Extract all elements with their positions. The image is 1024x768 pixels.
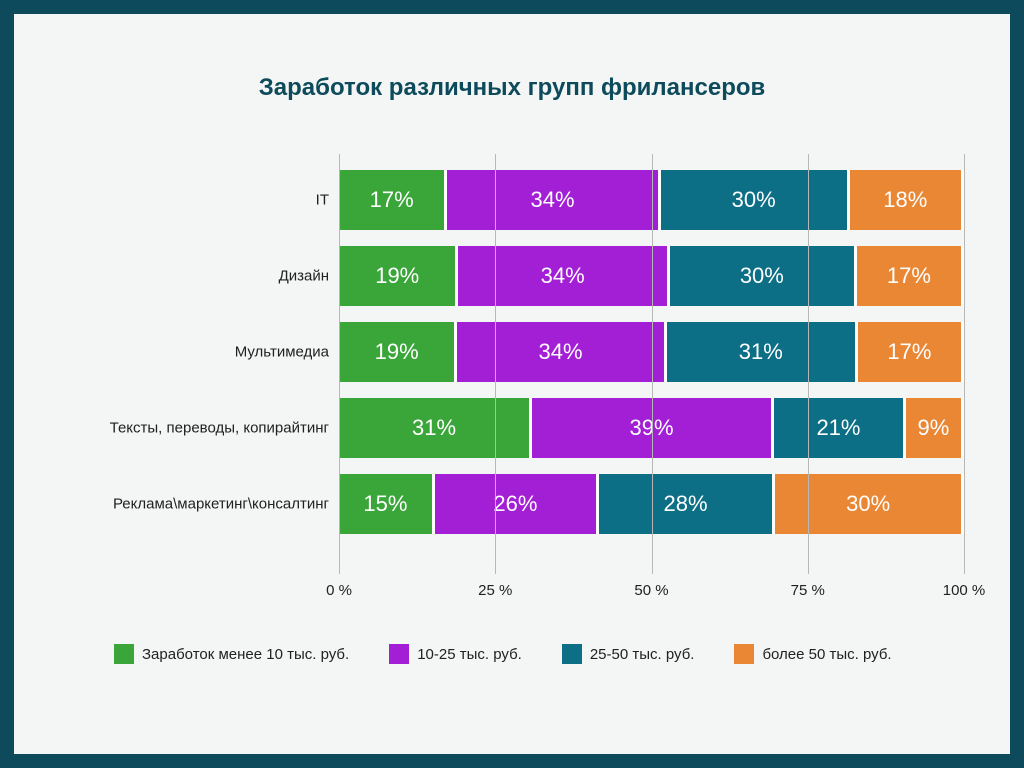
gridline: [964, 154, 965, 574]
bar-segments: 19%34%31%17%: [339, 322, 964, 382]
bar-segment: 18%: [850, 170, 964, 230]
bar-row: IT17%34%30%18%: [339, 170, 964, 230]
bar-segments: 17%34%30%18%: [339, 170, 964, 230]
bar-segment: 39%: [532, 398, 774, 458]
category-label: Тексты, переводы, копирайтинг: [110, 420, 339, 437]
bar-segment: 17%: [858, 322, 964, 382]
x-tick-label: 0 %: [326, 574, 352, 599]
legend-swatch: [114, 644, 134, 664]
legend-swatch: [389, 644, 409, 664]
x-tick-label: 25 %: [478, 574, 512, 599]
bar-segments: 19%34%30%17%: [339, 246, 964, 306]
x-tick-label: 50 %: [634, 574, 668, 599]
bar-segment: 19%: [339, 322, 457, 382]
category-label: Дизайн: [279, 268, 339, 285]
bar-segment: 9%: [906, 398, 964, 458]
bar-segment: 28%: [599, 474, 775, 534]
bar-segment: 21%: [774, 398, 906, 458]
legend-label: 25-50 тыс. руб.: [590, 646, 695, 663]
bar-segment: 17%: [857, 246, 964, 306]
bar-segment: 34%: [457, 322, 666, 382]
legend-label: 10-25 тыс. руб.: [417, 646, 522, 663]
legend-label: более 50 тыс. руб.: [762, 646, 891, 663]
bar-segment: 17%: [339, 170, 447, 230]
bar-segment: 31%: [667, 322, 858, 382]
bar-row: Мультимедиа19%34%31%17%: [339, 322, 964, 382]
legend-swatch: [562, 644, 582, 664]
category-label: Мультимедиа: [235, 344, 339, 361]
chart-canvas: Заработок различных групп фрилансеров 0 …: [14, 14, 1010, 754]
legend-swatch: [734, 644, 754, 664]
bar-segment: 15%: [339, 474, 435, 534]
plot-area: 0 %25 %50 %75 %100 %IT17%34%30%18%Дизайн…: [339, 154, 964, 574]
x-tick-label: 100 %: [943, 574, 986, 599]
bar-segment: 30%: [775, 474, 964, 534]
bar-row: Тексты, переводы, копирайтинг31%39%21%9%: [339, 398, 964, 458]
legend: Заработок менее 10 тыс. руб. 10-25 тыс. р…: [114, 644, 932, 664]
outer-frame: Заработок различных групп фрилансеров 0 …: [0, 0, 1024, 768]
category-label: Реклама\маркетинг\консалтинг: [113, 496, 339, 513]
bar-row: Реклама\маркетинг\консалтинг15%26%28%30%: [339, 474, 964, 534]
bar-segment: 34%: [458, 246, 669, 306]
bar-segment: 26%: [435, 474, 599, 534]
bar-segment: 30%: [670, 246, 857, 306]
x-tick-label: 75 %: [791, 574, 825, 599]
legend-label: Заработок менее 10 тыс. руб.: [142, 646, 349, 663]
category-label: IT: [316, 192, 339, 209]
bar-segment: 31%: [339, 398, 532, 458]
bar-segments: 15%26%28%30%: [339, 474, 964, 534]
bar-row: Дизайн19%34%30%17%: [339, 246, 964, 306]
bar-segments: 31%39%21%9%: [339, 398, 964, 458]
bar-segment: 19%: [339, 246, 458, 306]
bar-segment: 30%: [661, 170, 850, 230]
bar-segment: 34%: [447, 170, 661, 230]
chart-title: Заработок различных групп фрилансеров: [14, 74, 1010, 102]
